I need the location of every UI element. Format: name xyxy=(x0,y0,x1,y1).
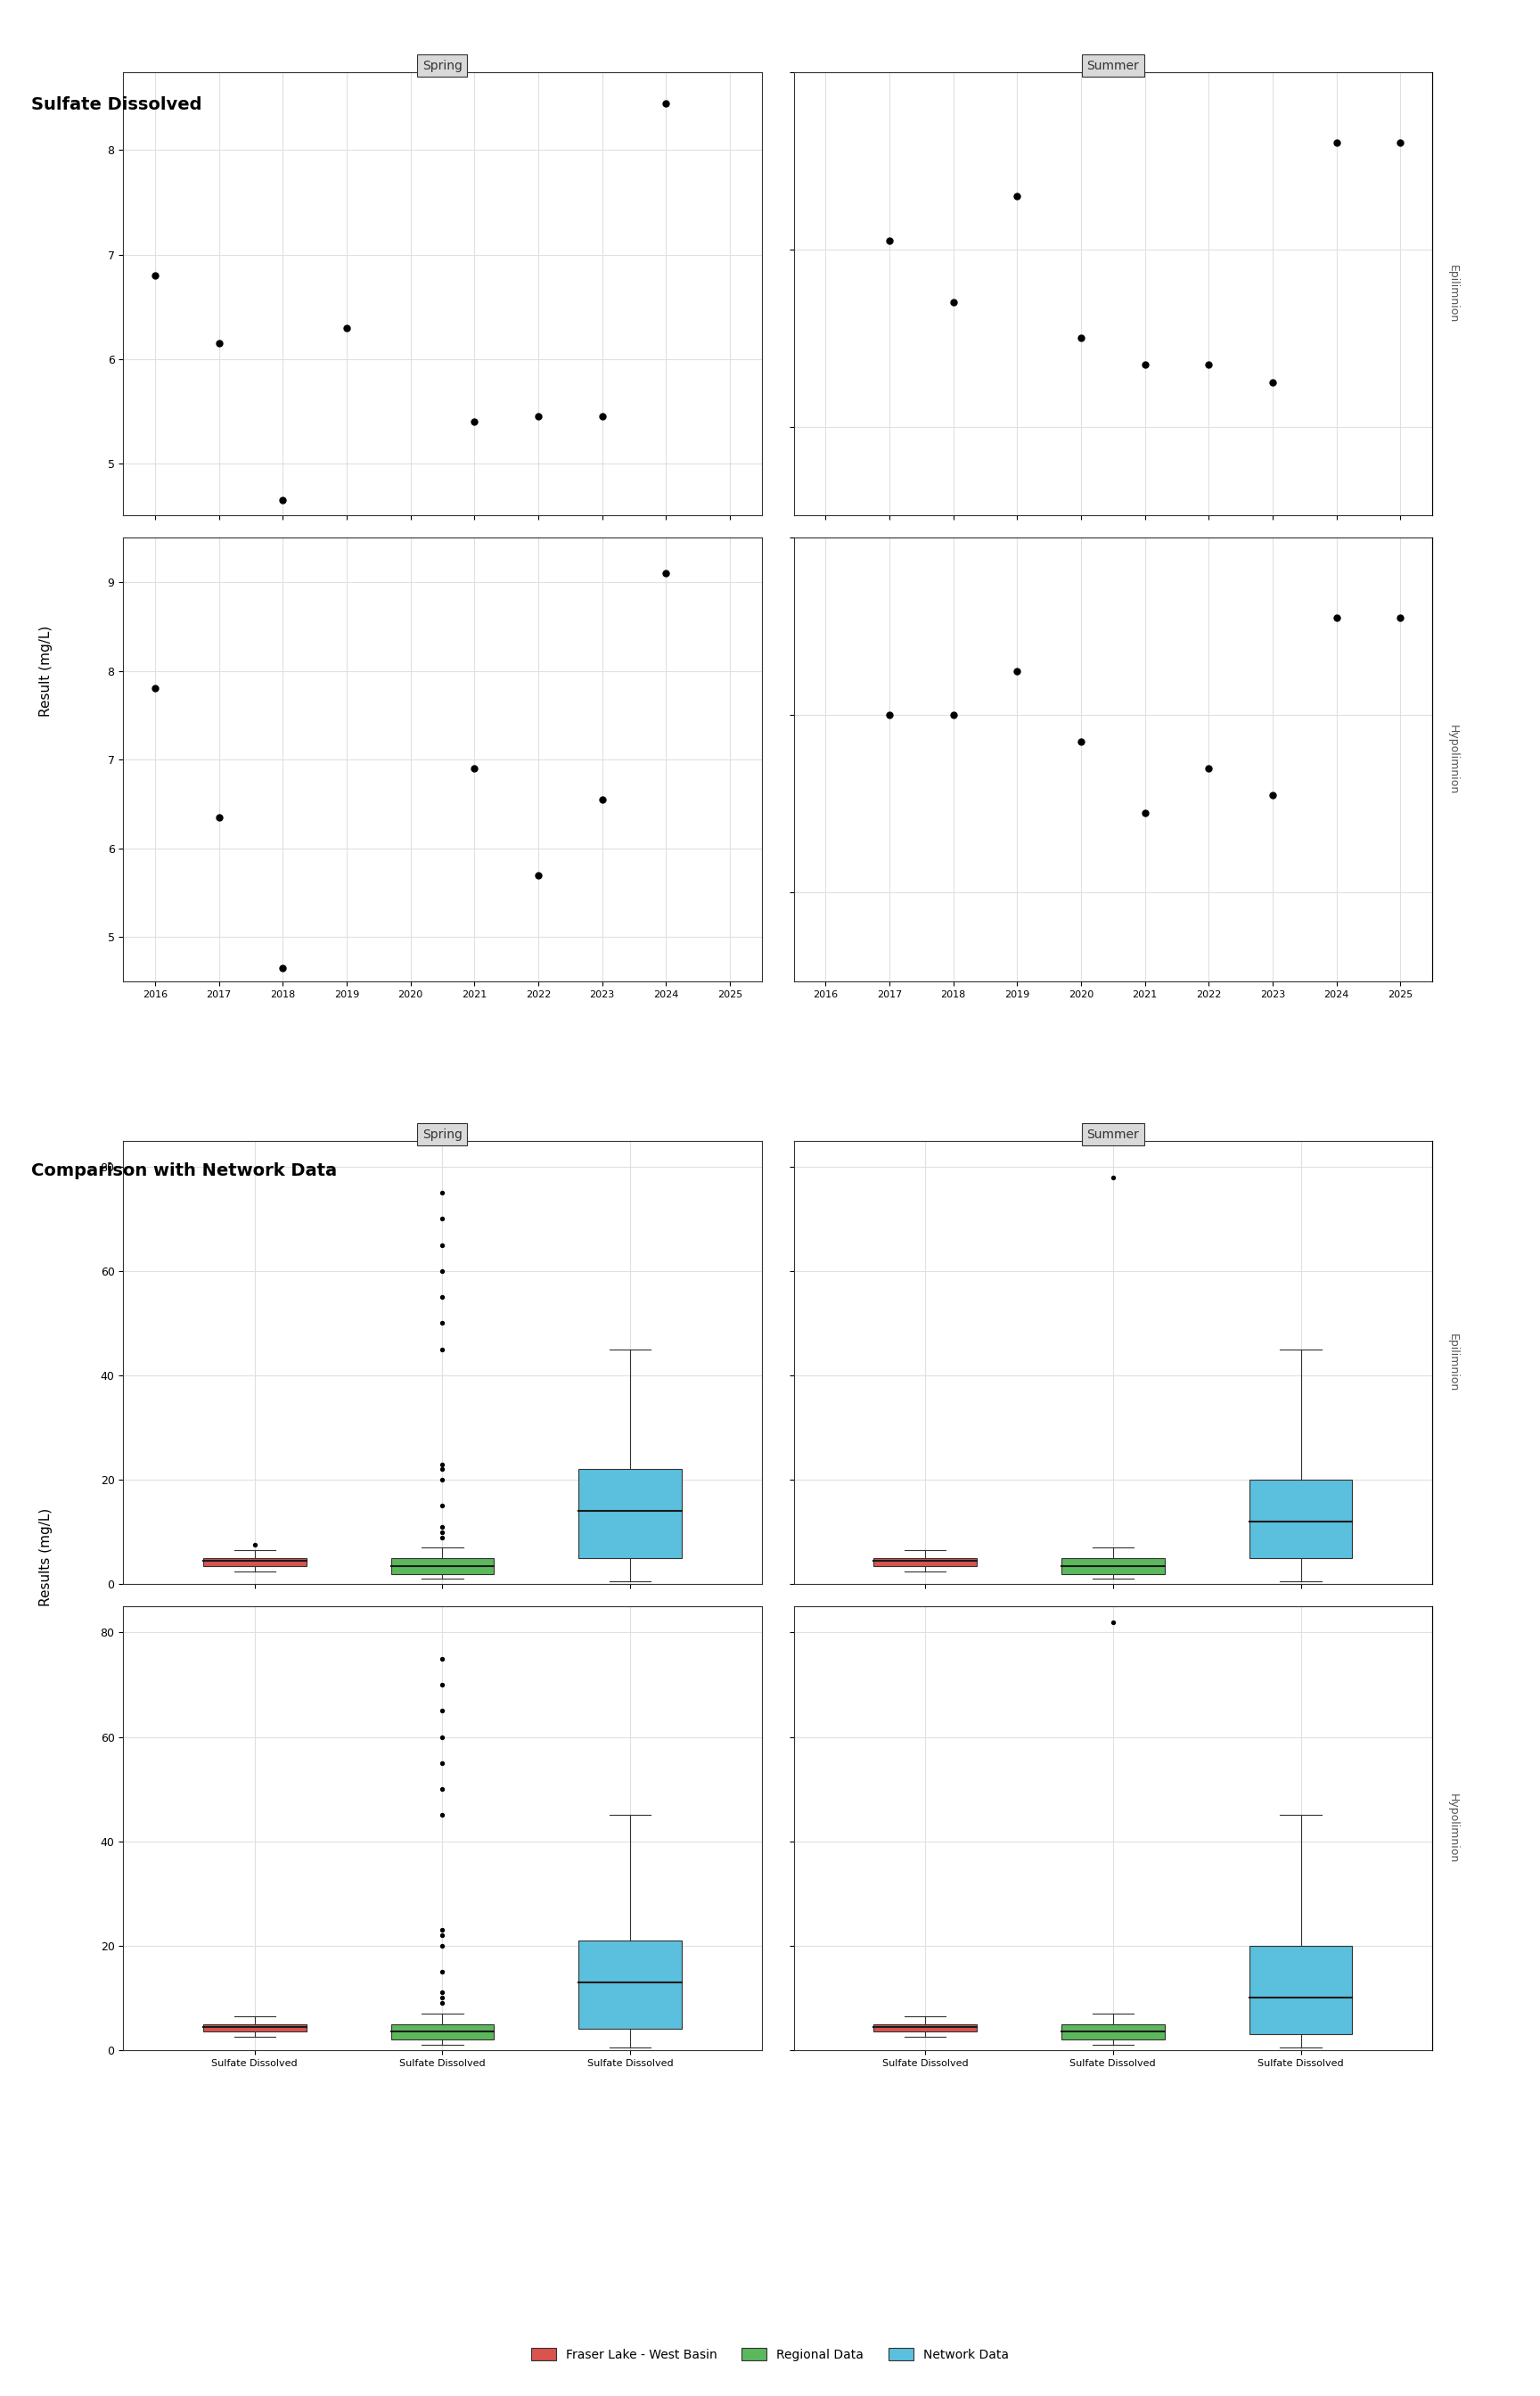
FancyBboxPatch shape xyxy=(1249,1946,1352,2034)
Point xyxy=(653,84,678,122)
Point xyxy=(1069,724,1093,762)
Point xyxy=(430,1200,454,1239)
FancyBboxPatch shape xyxy=(391,2025,494,2039)
Point xyxy=(430,1797,454,1835)
Legend: Fraser Lake - West Basin, Regional Data, Network Data: Fraser Lake - West Basin, Regional Data,… xyxy=(527,2343,1013,2365)
Point xyxy=(527,398,551,436)
Point xyxy=(430,1926,454,1965)
Point xyxy=(1197,750,1221,788)
Y-axis label: Epilimnion: Epilimnion xyxy=(1448,264,1458,323)
Point xyxy=(242,1526,266,1565)
Point xyxy=(430,1718,454,1756)
Title: Spring: Spring xyxy=(422,60,462,72)
Point xyxy=(1069,319,1093,357)
Point xyxy=(1132,793,1157,831)
Point xyxy=(527,855,551,894)
Point xyxy=(1004,177,1029,216)
Point xyxy=(1260,364,1284,403)
FancyBboxPatch shape xyxy=(579,1941,682,2029)
Point xyxy=(430,1227,454,1265)
Point xyxy=(941,283,966,321)
FancyBboxPatch shape xyxy=(391,1557,494,1574)
Point xyxy=(334,309,359,347)
Point xyxy=(430,1744,454,1783)
Point xyxy=(430,1692,454,1730)
Point xyxy=(430,1953,454,1991)
Point xyxy=(1004,652,1029,690)
Point xyxy=(271,482,296,520)
Y-axis label: Epilimnion: Epilimnion xyxy=(1448,1332,1458,1392)
Point xyxy=(206,798,231,836)
Point xyxy=(430,1639,454,1677)
Point xyxy=(1388,599,1412,637)
FancyBboxPatch shape xyxy=(1061,1557,1164,1574)
Point xyxy=(462,750,487,788)
Point xyxy=(271,949,296,987)
Point xyxy=(462,403,487,441)
Point xyxy=(430,1303,454,1342)
Point xyxy=(430,1512,454,1550)
Point xyxy=(878,220,902,259)
Y-axis label: Hypolimnion: Hypolimnion xyxy=(1448,724,1458,795)
Text: Comparison with Network Data: Comparison with Network Data xyxy=(31,1162,337,1179)
Point xyxy=(590,781,614,819)
Point xyxy=(430,1462,454,1500)
Point xyxy=(430,1174,454,1212)
Point xyxy=(1260,776,1284,815)
FancyBboxPatch shape xyxy=(873,2025,976,2032)
Point xyxy=(430,1251,454,1289)
Point xyxy=(430,1519,454,1557)
FancyBboxPatch shape xyxy=(203,2025,306,2032)
Point xyxy=(590,398,614,436)
FancyBboxPatch shape xyxy=(579,1469,682,1557)
Point xyxy=(430,1507,454,1545)
FancyBboxPatch shape xyxy=(873,1557,976,1567)
Point xyxy=(1324,599,1349,637)
Point xyxy=(1197,345,1221,383)
Text: Result (mg/L): Result (mg/L) xyxy=(40,625,52,716)
Point xyxy=(1324,125,1349,163)
Y-axis label: Hypolimnion: Hypolimnion xyxy=(1448,1792,1458,1864)
Point xyxy=(430,1974,454,2013)
Text: Results (mg/L): Results (mg/L) xyxy=(40,1507,52,1608)
Point xyxy=(206,323,231,362)
Point xyxy=(143,668,168,707)
Point xyxy=(1388,125,1412,163)
Title: Summer: Summer xyxy=(1087,60,1140,72)
Point xyxy=(430,1917,454,1955)
Point xyxy=(653,553,678,592)
Point xyxy=(430,1771,454,1809)
FancyBboxPatch shape xyxy=(1061,2025,1164,2039)
FancyBboxPatch shape xyxy=(203,1557,306,1567)
Point xyxy=(1132,345,1157,383)
Title: Spring: Spring xyxy=(422,1129,462,1140)
Point xyxy=(1101,1603,1126,1641)
Point xyxy=(430,1330,454,1368)
Text: Sulfate Dissolved: Sulfate Dissolved xyxy=(31,96,202,113)
Title: Summer: Summer xyxy=(1087,1129,1140,1140)
Point xyxy=(430,1912,454,1950)
Point xyxy=(430,1984,454,2022)
Point xyxy=(941,695,966,733)
Point xyxy=(430,1445,454,1483)
Point xyxy=(143,256,168,295)
Point xyxy=(430,1277,454,1315)
Point xyxy=(878,695,902,733)
Point xyxy=(430,1450,454,1488)
FancyBboxPatch shape xyxy=(1249,1481,1352,1557)
Point xyxy=(430,1488,454,1526)
Point xyxy=(430,1665,454,1704)
Point xyxy=(1101,1157,1126,1196)
Point xyxy=(430,1979,454,2017)
